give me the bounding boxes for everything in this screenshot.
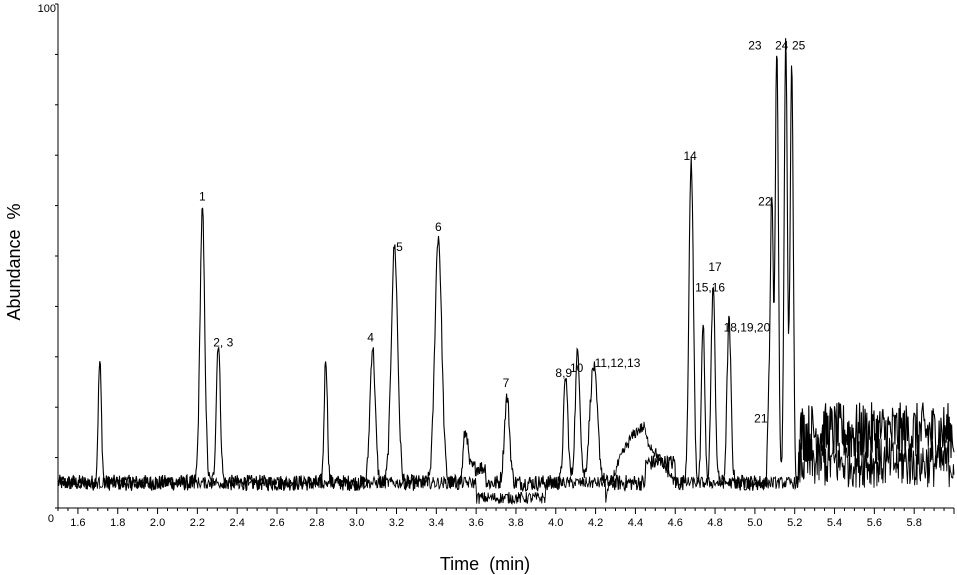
peak-label: 8,9 — [555, 366, 572, 380]
peak-label: 21 — [754, 411, 768, 425]
trace-layer — [57, 38, 955, 505]
series-trace-secondary — [57, 421, 955, 505]
peak-label: 7 — [503, 376, 510, 390]
peak-label: 25 — [792, 38, 806, 52]
y-tick-label: 0 — [48, 513, 54, 525]
peak-label: 17 — [708, 260, 722, 274]
x-tick-label: 1.6 — [70, 517, 85, 529]
peak-label: 24 — [775, 38, 789, 52]
y-axis-title: Abundance % — [4, 203, 24, 320]
x-tick-label: 5.6 — [867, 517, 882, 529]
x-tick-label: 2.2 — [190, 517, 205, 529]
peak-label: 1 — [199, 190, 206, 204]
x-tick-label: 3.6 — [468, 517, 483, 529]
peak-label: 23 — [748, 38, 762, 52]
peak-label: 2, 3 — [213, 336, 233, 350]
x-tick-label: 4.8 — [707, 517, 722, 529]
x-tick-label: 4.4 — [628, 517, 643, 529]
peak-label-layer: 1 2, 3 4 5 6 7 8,910 11,12,13 14 17 15,16 18,19,20 2… — [199, 38, 806, 425]
peak-label: 15,16 — [695, 280, 725, 294]
peak-label: 5 — [396, 240, 403, 254]
x-tick-label: 3.4 — [429, 517, 444, 529]
x-axis-title: Time (min) — [440, 554, 530, 574]
peak-label: 14 — [683, 149, 697, 163]
x-tick-label: 4.2 — [588, 517, 603, 529]
y-tick-label: 100 — [38, 3, 56, 15]
x-tick-label: 3.2 — [389, 517, 404, 529]
x-tick-label: 2.8 — [309, 517, 324, 529]
x-tick-label: 3.0 — [349, 517, 364, 529]
x-tick-label: 2.0 — [150, 517, 165, 529]
peak-label: 11,12,13 — [595, 356, 641, 370]
x-tick-label: 2.4 — [230, 517, 245, 529]
x-tick-label: 5.0 — [747, 517, 762, 529]
x-tick-label: 5.4 — [827, 517, 842, 529]
x-tick-label: 1.8 — [110, 517, 125, 529]
x-tick-label: 5.2 — [787, 517, 802, 529]
peak-label: 10 — [570, 361, 584, 375]
x-tick-layer: 1.6 1.8 2.0 2.2 2.4 2.6 2.8 3.0 3.2 3.4 3.6 3.8 4.0 4… — [57, 508, 955, 529]
x-tick-label: 2.6 — [269, 517, 284, 529]
axes-layer — [57, 4, 954, 509]
x-tick-label: 4.0 — [548, 517, 563, 529]
series-trace-primary — [57, 38, 955, 493]
peak-label: 18,19,20 — [724, 321, 771, 335]
y-tick-layer: 0 100 — [38, 3, 58, 525]
x-tick-label: 3.8 — [508, 517, 523, 529]
peak-label: 6 — [435, 220, 442, 234]
peak-label: 22 — [758, 195, 772, 209]
peak-label: 4 — [367, 331, 374, 345]
x-tick-label: 5.8 — [907, 517, 922, 529]
x-tick-label: 4.6 — [668, 517, 683, 529]
